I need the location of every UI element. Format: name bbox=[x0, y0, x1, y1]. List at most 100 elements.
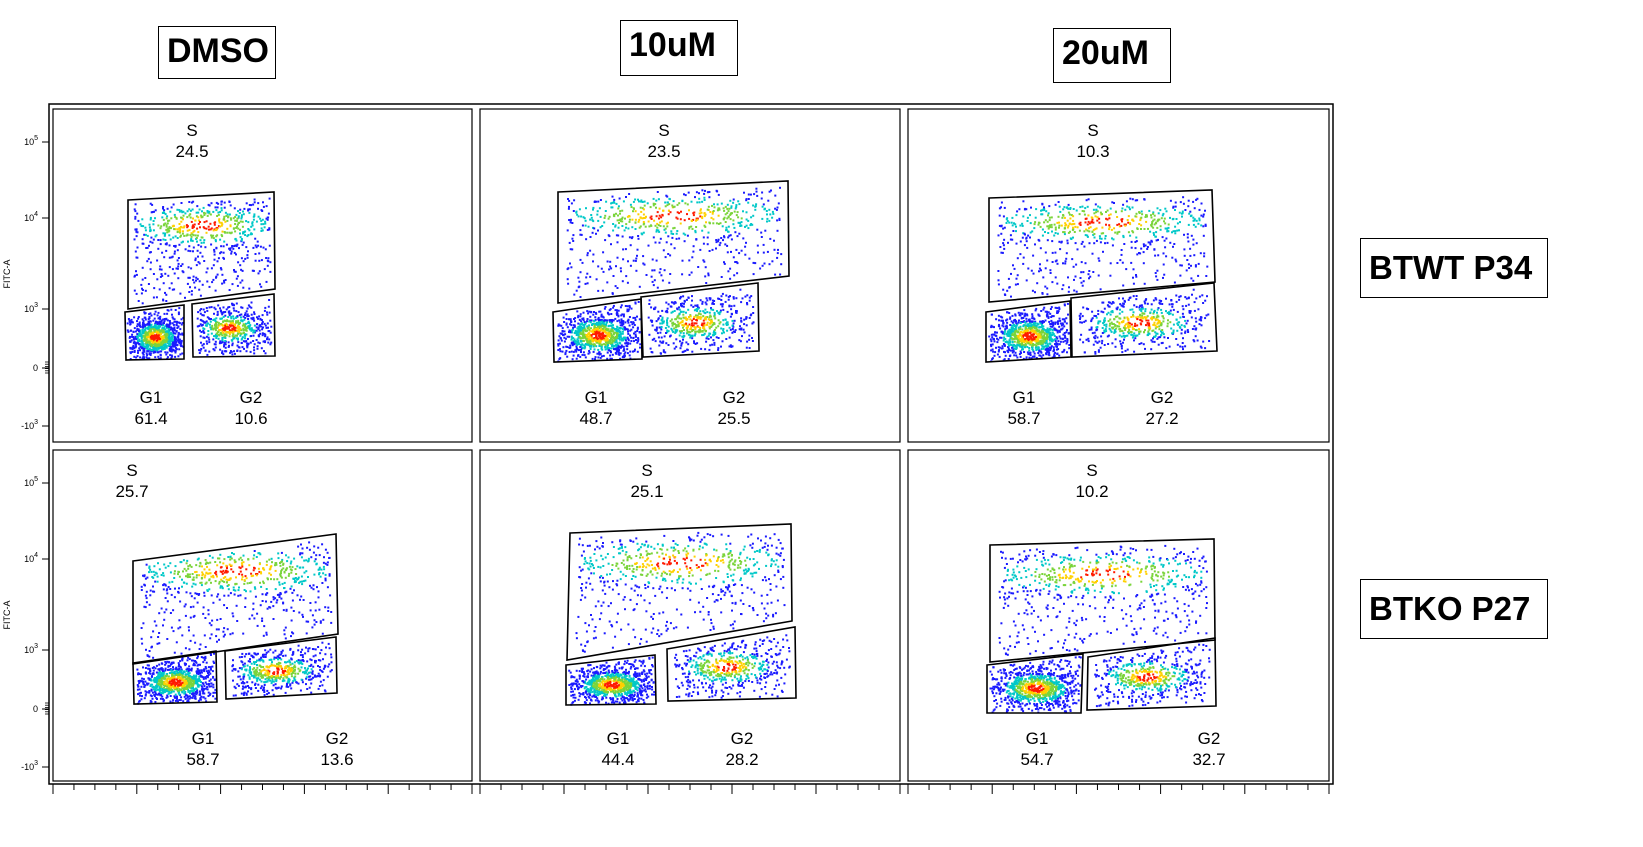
event-dot bbox=[706, 311, 709, 314]
event-dot bbox=[241, 220, 244, 223]
event-dot bbox=[257, 317, 259, 320]
event-dot bbox=[224, 340, 227, 342]
event-dot bbox=[142, 343, 145, 346]
event-dot bbox=[689, 334, 692, 337]
event-dot bbox=[184, 248, 187, 251]
event-dot bbox=[621, 209, 624, 212]
event-dot bbox=[260, 223, 263, 226]
event-dot bbox=[252, 269, 255, 272]
event-dot bbox=[207, 225, 210, 228]
event-dot bbox=[733, 319, 736, 322]
event-dot bbox=[188, 276, 191, 279]
event-dot bbox=[577, 314, 580, 317]
event-dot bbox=[149, 354, 152, 356]
event-dot bbox=[150, 314, 153, 317]
event-dot bbox=[1057, 322, 1059, 325]
event-dot bbox=[629, 350, 632, 353]
event-dot bbox=[560, 324, 563, 327]
event-dot bbox=[597, 219, 600, 222]
event-dot bbox=[581, 343, 584, 346]
event-dot bbox=[175, 267, 178, 270]
event-dot bbox=[572, 240, 575, 242]
event-dot bbox=[151, 327, 154, 330]
event-dot bbox=[1002, 325, 1005, 328]
event-dot bbox=[203, 328, 206, 330]
event-dot bbox=[268, 311, 271, 314]
event-dot bbox=[1003, 358, 1006, 361]
event-dot bbox=[1017, 311, 1020, 314]
event-dot bbox=[583, 321, 586, 323]
event-dot bbox=[230, 339, 233, 342]
event-dot bbox=[713, 328, 716, 331]
event-dot bbox=[706, 208, 709, 211]
event-dot bbox=[235, 219, 238, 222]
event-dot bbox=[155, 234, 158, 237]
event-dot bbox=[641, 207, 644, 210]
event-dot bbox=[248, 287, 251, 290]
event-dot bbox=[694, 332, 697, 335]
event-dot bbox=[233, 251, 236, 254]
event-dot bbox=[180, 209, 183, 212]
event-dot bbox=[1038, 340, 1041, 343]
event-dot bbox=[713, 341, 716, 344]
event-dot bbox=[768, 263, 771, 266]
event-dot bbox=[650, 275, 653, 278]
event-dot bbox=[729, 328, 732, 331]
event-dot bbox=[709, 315, 712, 318]
event-dot bbox=[159, 354, 162, 357]
event-dot bbox=[575, 345, 578, 348]
event-dot bbox=[576, 327, 579, 330]
event-dot bbox=[266, 313, 269, 316]
event-dot bbox=[761, 264, 764, 267]
event-dot bbox=[150, 336, 153, 339]
event-dot bbox=[696, 201, 699, 204]
event-dot bbox=[231, 353, 234, 356]
event-dot bbox=[658, 344, 661, 347]
event-dot bbox=[208, 228, 210, 231]
event-dot bbox=[701, 229, 704, 232]
event-dot bbox=[1007, 346, 1010, 349]
event-dot bbox=[143, 233, 146, 236]
event-dot bbox=[664, 256, 667, 259]
event-dot bbox=[577, 340, 579, 343]
event-dot bbox=[246, 256, 249, 259]
event-dot bbox=[214, 289, 217, 292]
event-dot bbox=[202, 308, 205, 311]
event-dot bbox=[733, 210, 736, 213]
event-dot bbox=[659, 322, 662, 325]
event-dot bbox=[231, 321, 234, 324]
event-dot bbox=[626, 336, 629, 339]
event-dot bbox=[612, 337, 615, 340]
event-dot bbox=[586, 252, 589, 255]
event-dot bbox=[721, 340, 724, 343]
event-dot bbox=[132, 330, 135, 333]
event-dot bbox=[711, 323, 714, 326]
event-dot bbox=[245, 340, 248, 343]
event-dot bbox=[676, 320, 679, 323]
event-dot bbox=[130, 321, 133, 323]
event-dot bbox=[245, 220, 248, 223]
event-dot bbox=[588, 324, 591, 327]
event-dot bbox=[141, 266, 144, 269]
event-dot bbox=[164, 222, 167, 225]
event-dot bbox=[253, 213, 256, 216]
event-dot bbox=[155, 296, 158, 299]
event-dot bbox=[570, 335, 573, 338]
event-dot bbox=[682, 332, 685, 335]
event-dot bbox=[161, 348, 164, 351]
event-dot bbox=[698, 329, 701, 332]
event-dot bbox=[1046, 333, 1049, 336]
event-dot bbox=[1024, 332, 1027, 335]
event-dot bbox=[586, 340, 589, 343]
event-dot bbox=[263, 332, 266, 335]
event-dot bbox=[194, 219, 197, 222]
event-dot bbox=[171, 337, 174, 340]
event-dot bbox=[732, 223, 735, 226]
event-dot bbox=[709, 211, 712, 213]
event-dot bbox=[655, 259, 658, 262]
event-dot bbox=[600, 267, 603, 270]
event-dot bbox=[1009, 340, 1012, 343]
event-dot bbox=[1025, 356, 1028, 359]
event-dot bbox=[572, 234, 575, 237]
event-dot bbox=[236, 344, 239, 347]
